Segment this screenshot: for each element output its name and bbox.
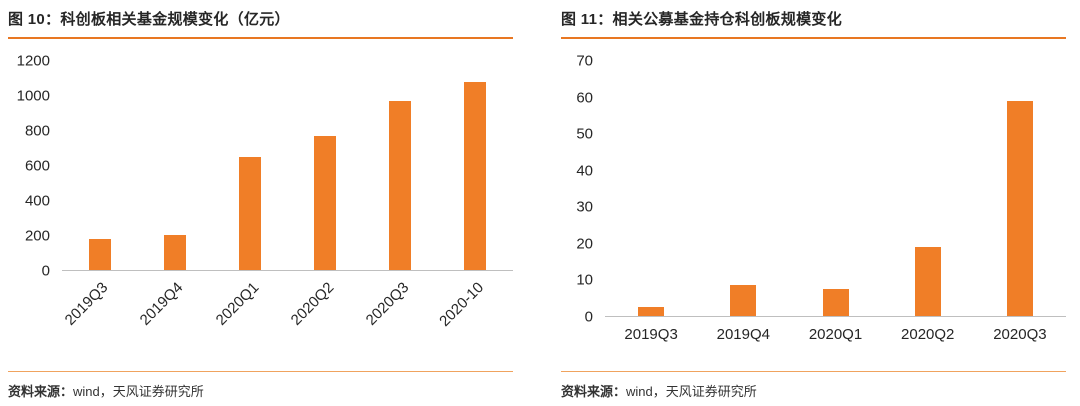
figure-10-footer: 资料来源：wind，天风证券研究所: [8, 371, 513, 400]
y-tick-label: 1200: [16, 52, 50, 70]
figure-11-x-axis-labels: 2019Q3 2019Q4 2020Q1 2020Q2 2020Q3: [605, 317, 1066, 347]
bar-slot: [288, 61, 363, 270]
bar-slot: [137, 61, 212, 270]
y-tick-label: 50: [576, 125, 593, 143]
y-tick-label: 70: [576, 52, 593, 70]
figure-11-footer: 资料来源：wind，天风证券研究所: [561, 371, 1066, 400]
figure-11-title-underline: [561, 37, 1066, 39]
x-tick-label: 2020-10: [436, 279, 488, 330]
source-label: 资料来源：: [8, 384, 74, 399]
figure-10-plot-area: [62, 61, 513, 271]
bar-2019Q4: [163, 235, 186, 270]
source-text: wind，天风证券研究所: [626, 384, 757, 399]
x-tick-label: 2020Q1: [212, 279, 262, 329]
bar-2019Q3: [88, 238, 111, 270]
bar-2020Q1: [822, 288, 849, 316]
y-tick-label: 20: [576, 235, 593, 253]
bar-slot: [212, 61, 287, 270]
y-tick-label: 30: [576, 198, 593, 216]
y-tick-label: 800: [24, 122, 50, 140]
x-tick-slot: 2020Q1: [212, 271, 287, 335]
bar-2019Q4: [730, 285, 757, 316]
x-tick-label: 2020Q1: [808, 326, 863, 343]
bar-2020-10: [464, 81, 487, 270]
bar-2020Q3: [389, 101, 412, 270]
bar-slot: [605, 61, 697, 316]
figure-10-x-axis-labels: 2019Q3 2019Q4 2020Q1 2020Q2 2020Q3 2020-10: [62, 271, 513, 335]
figure-11-plot-area: [605, 61, 1066, 317]
figure-11-footer-rule: [561, 371, 1066, 372]
source-label: 资料来源：: [561, 384, 627, 399]
bar-2020Q2: [314, 135, 337, 270]
x-tick-label: 2019Q3: [624, 326, 678, 343]
x-tick-slot: 2020Q2: [287, 271, 363, 335]
x-tick-label: 2020Q3: [993, 326, 1047, 343]
x-tick-label: 2020Q2: [287, 279, 338, 329]
figure-10-title-underline: [8, 37, 513, 39]
bar-slot: [62, 61, 137, 270]
bar-slot: [363, 61, 438, 270]
y-tick-label: 1000: [16, 87, 50, 105]
bar-slot: [697, 61, 789, 316]
y-tick-label: 600: [24, 157, 50, 175]
y-tick-label: 400: [24, 192, 50, 210]
figure-11-source-note: 资料来源：wind，天风证券研究所: [561, 381, 1066, 400]
figure-10-title: 图 10：科创板相关基金规模变化（亿元）: [8, 11, 290, 28]
figure-10-bar-chart: 1200 1000 800 600 400 200 0 2019Q3 2019Q4 2020Q1…: [8, 51, 513, 335]
figure-11-bar-chart: 70 60 50 40 30 20 10 0 2019Q3 2019Q4 2020Q1 2020Q2…: [561, 51, 1066, 347]
bar-slot: [438, 61, 513, 270]
x-tick-label: 2019Q4: [136, 279, 187, 329]
figure-10-panel: 图 10：科创板相关基金规模变化（亿元） 1200 1000 800 600 400 20…: [8, 8, 513, 400]
y-tick-label: 200: [24, 227, 50, 245]
x-tick-slot: 2019Q4: [137, 271, 212, 335]
figure-11-title: 图 11：相关公募基金持仓科创板规模变化: [561, 11, 843, 28]
y-tick-label: 0: [584, 308, 593, 326]
bar-slot: [974, 61, 1066, 316]
x-tick-label: 2020Q3: [362, 279, 413, 329]
bar-2020Q2: [914, 246, 941, 316]
bar-slot: [789, 61, 881, 316]
bar-2020Q3: [1006, 101, 1033, 316]
figure-10-source-note: 资料来源：wind，天风证券研究所: [8, 381, 513, 400]
bar-slot: [882, 61, 974, 316]
source-text: wind，天风证券研究所: [73, 384, 204, 399]
figure-11-y-axis: 70 60 50 40 30 20 10 0: [561, 54, 605, 325]
x-tick-label: 2019Q4: [716, 326, 770, 343]
bar-2019Q3: [638, 306, 665, 316]
figure-10-y-axis: 1200 1000 800 600 400 200 0: [8, 54, 62, 279]
x-tick-slot: 2020-10: [436, 271, 513, 335]
y-tick-label: 40: [576, 162, 593, 180]
x-tick-label: 2019Q3: [61, 279, 112, 329]
bar-2020Q1: [238, 156, 261, 270]
y-tick-label: 0: [41, 262, 50, 280]
figure-11-panel: 图 11：相关公募基金持仓科创板规模变化 70 60 50 40 30 20 10 0 201…: [561, 8, 1066, 400]
y-tick-label: 60: [576, 89, 593, 107]
figure-10-footer-rule: [8, 371, 513, 372]
x-tick-slot: 2020Q3: [363, 271, 438, 335]
y-tick-label: 10: [576, 271, 593, 289]
x-tick-slot: 2019Q3: [62, 271, 137, 335]
x-tick-label: 2020Q2: [901, 326, 955, 343]
